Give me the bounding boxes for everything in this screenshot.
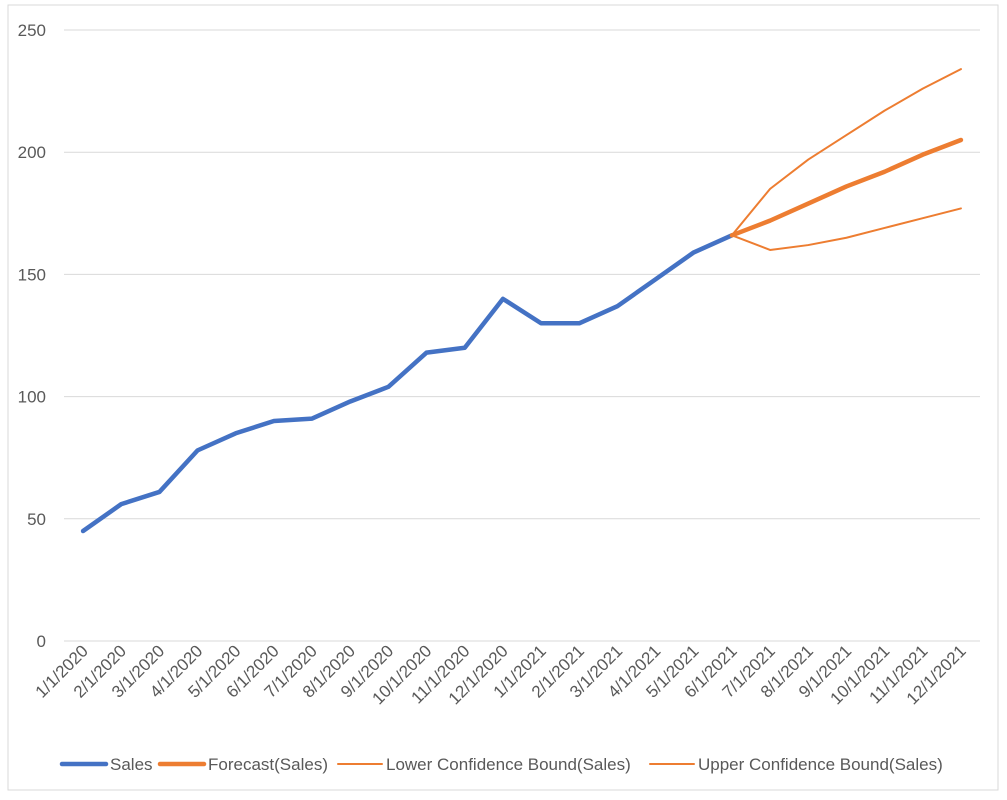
y-tick-label: 150 [18, 265, 46, 284]
y-tick-label: 0 [37, 632, 46, 651]
legend-lower-bound: Lower Confidence Bound(Sales) [337, 755, 631, 774]
y-axis-ticks: 0 50 100 150 200 250 [18, 21, 46, 651]
y-tick-label: 100 [18, 388, 46, 407]
lower-bound-line [730, 207, 962, 251]
y-tick-label: 250 [18, 21, 46, 40]
sales-line [80, 233, 735, 534]
forecast-line [729, 137, 964, 238]
series-lines [80, 68, 964, 534]
legend-label: Upper Confidence Bound(Sales) [698, 755, 943, 774]
legend-sales: Sales [59, 755, 153, 774]
legend-upper-bound: Upper Confidence Bound(Sales) [649, 755, 943, 774]
legend: Sales Forecast(Sales) Lower Confidence Bou… [59, 755, 943, 774]
legend-label: Lower Confidence Bound(Sales) [386, 755, 631, 774]
legend-label: Forecast(Sales) [208, 755, 328, 774]
gridlines [64, 29, 980, 642]
upper-bound-line [730, 68, 962, 237]
legend-forecast: Forecast(Sales) [157, 755, 328, 774]
legend-label: Sales [110, 755, 153, 774]
y-tick-label: 50 [27, 510, 46, 529]
chart-border [7, 4, 999, 791]
y-tick-label: 200 [18, 143, 46, 162]
